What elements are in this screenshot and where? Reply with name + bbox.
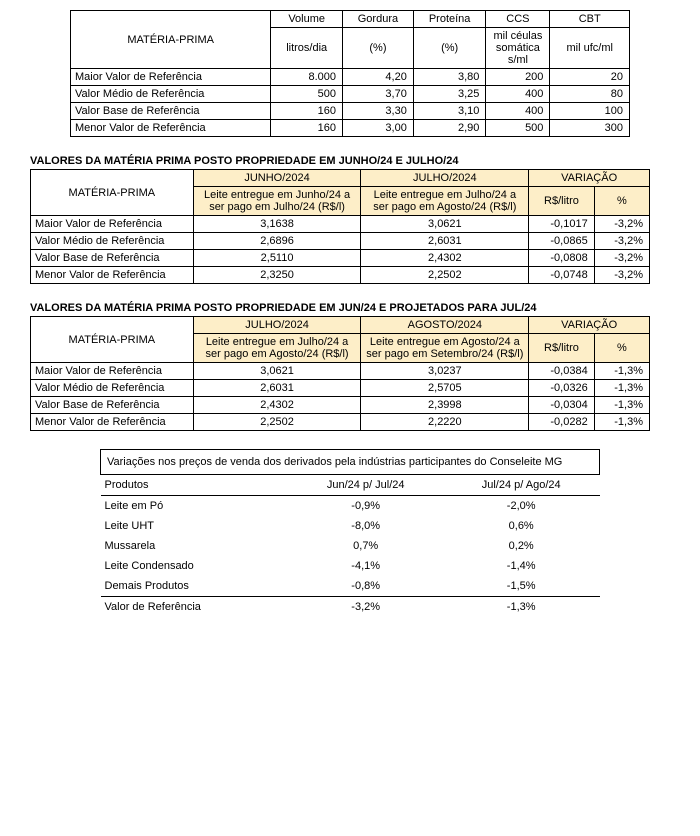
table-row: Maior Valor de Referência 3,0621 3,0237 … (31, 363, 650, 380)
table-row: Maior Valor de Referência 3,1638 3,0621 … (31, 216, 650, 233)
t2-rowlabel: MATÉRIA-PRIMA (31, 170, 194, 216)
t1-col-1: Gordura (343, 11, 414, 28)
t1-unit-0: litros/dia (271, 28, 343, 69)
t4-caption: Variações nos preços de venda dos deriva… (101, 450, 600, 475)
t3-h1-2: VARIAÇÃO (529, 317, 650, 334)
t2-h1-2: VARIAÇÃO (529, 170, 650, 187)
t3-h2-3: % (594, 334, 649, 363)
t2-h2-0: Leite entregue em Junho/24 a ser pago em… (193, 187, 361, 216)
t3-h2-0: Leite entregue em Julho/24 a ser pago em… (193, 334, 361, 363)
t2-h2-1: Leite entregue em Julho/24 a ser pago em… (361, 187, 529, 216)
table-row: Valor Base de Referência 2,5110 2,4302 -… (31, 250, 650, 267)
t3-rowlabel: MATÉRIA-PRIMA (31, 317, 194, 363)
t3-h1-0: JULHO/2024 (193, 317, 361, 334)
table-row: Menor Valor de Referência 2,3250 2,2502 … (31, 267, 650, 284)
t2-h1-0: JUNHO/2024 (193, 170, 361, 187)
t1-unit-4: mil ufc/ml (550, 28, 630, 69)
t3-h2-2: R$/litro (529, 334, 594, 363)
table-row: Valor Base de Referência 2,4302 2,3998 -… (31, 397, 650, 414)
table-row: Maior Valor de Referência 8.000 4,20 3,8… (71, 69, 630, 86)
t4-col-2: Jul/24 p/ Ago/24 (443, 475, 600, 496)
table-row: Valor Médio de Referência 2,6031 2,5705 … (31, 380, 650, 397)
table-row: Valor Médio de Referência 2,6896 2,6031 … (31, 233, 650, 250)
t1-col-3: CCS (486, 11, 550, 28)
table-row: Leite Condensado -4,1% -1,4% (101, 556, 600, 576)
t1-col-2: Proteína (413, 11, 486, 28)
t1-col-4: CBT (550, 11, 630, 28)
t1-unit-1: (%) (343, 28, 414, 69)
table-row: Mussarela 0,7% 0,2% (101, 536, 600, 556)
table-row: Demais Produtos -0,8% -1,5% (101, 576, 600, 597)
t2-h2-3: % (594, 187, 649, 216)
table-row: Valor Médio de Referência 500 3,70 3,25 … (71, 86, 630, 103)
t3-h1-1: AGOSTO/2024 (361, 317, 529, 334)
values-table-jun-jul: MATÉRIA-PRIMA JUNHO/2024 JULHO/2024 VARI… (30, 169, 650, 284)
values-table-jul-aug: MATÉRIA-PRIMA JULHO/2024 AGOSTO/2024 VAR… (30, 316, 650, 431)
table-row: Valor de Referência -3,2% -1,3% (101, 597, 600, 618)
t3-h2-1: Leite entregue em Agosto/24 a ser pago e… (361, 334, 529, 363)
reference-params-table: MATÉRIA-PRIMA Volume Gordura Proteína CC… (70, 10, 630, 137)
table-row: Menor Valor de Referência 160 3,00 2,90 … (71, 120, 630, 137)
t1-rowlabel: MATÉRIA-PRIMA (71, 11, 271, 69)
table-row: Menor Valor de Referência 2,2502 2,2220 … (31, 414, 650, 431)
table-row: Valor Base de Referência 160 3,30 3,10 4… (71, 103, 630, 120)
price-variation-table: Variações nos preços de venda dos deriva… (100, 449, 600, 617)
t3-title: VALORES DA MATÉRIA PRIMA POSTO PROPRIEDA… (30, 302, 670, 314)
table-row: Leite UHT -8,0% 0,6% (101, 516, 600, 536)
t2-h2-2: R$/litro (529, 187, 594, 216)
t4-col-0: Produtos (101, 475, 289, 496)
t1-unit-3: mil céulas somática s/ml (486, 28, 550, 69)
t1-unit-2: (%) (413, 28, 486, 69)
t2-title: VALORES DA MATÉRIA PRIMA POSTO PROPRIEDA… (30, 155, 670, 167)
t4-col-1: Jun/24 p/ Jul/24 (289, 475, 443, 496)
table-row: Leite em Pó -0,9% -2,0% (101, 496, 600, 517)
t1-col-0: Volume (271, 11, 343, 28)
t2-h1-1: JULHO/2024 (361, 170, 529, 187)
